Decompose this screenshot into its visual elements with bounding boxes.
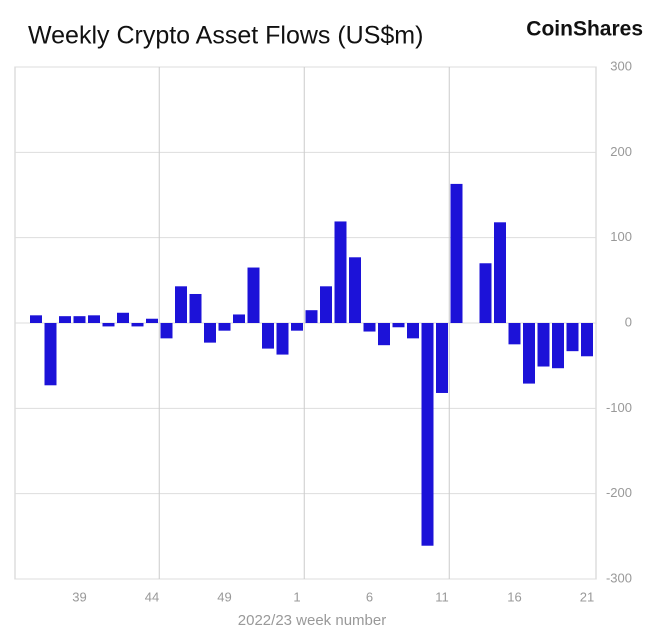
bar — [218, 323, 231, 331]
bar — [44, 323, 57, 386]
bar — [233, 314, 245, 323]
bar — [508, 323, 521, 345]
chart-title: Weekly Crypto Asset Flows (US$m) — [28, 22, 423, 50]
y-tick-label: -100 — [606, 400, 632, 415]
y-tick-label: 100 — [610, 229, 632, 244]
bar — [30, 315, 42, 323]
bar — [421, 323, 434, 546]
bar — [537, 323, 550, 367]
y-tick-label: 0 — [625, 314, 632, 329]
bar — [102, 323, 115, 327]
bar — [581, 323, 593, 357]
y-tick-label: -200 — [606, 485, 632, 500]
x-tick-label: 1 — [293, 589, 300, 604]
bar — [117, 312, 129, 323]
bar — [204, 323, 216, 343]
bar — [291, 323, 303, 331]
x-axis-label: 2022/23 week number — [238, 612, 386, 629]
bar — [363, 323, 376, 332]
bar — [59, 316, 71, 323]
bar — [450, 183, 463, 323]
bar — [73, 316, 86, 323]
bar — [305, 310, 318, 323]
bar — [146, 318, 158, 323]
x-tick-label: 49 — [217, 589, 231, 604]
x-tick-label: 11 — [435, 589, 449, 604]
bar — [392, 323, 405, 328]
bar — [160, 323, 173, 339]
bar — [436, 323, 448, 393]
x-tick-label: 16 — [507, 589, 521, 604]
brand-logo: CoinShares — [526, 18, 643, 41]
bar — [566, 323, 579, 352]
bar — [262, 323, 274, 349]
x-tick-label: 6 — [366, 589, 373, 604]
bar — [131, 323, 144, 327]
bar — [189, 293, 202, 323]
y-tick-label: 300 — [610, 58, 632, 73]
bar — [334, 221, 347, 323]
bar — [175, 286, 187, 323]
x-tick-label: 44 — [145, 589, 159, 604]
bar — [276, 323, 289, 355]
y-tick-label: -300 — [606, 570, 632, 585]
bar — [88, 315, 100, 323]
bar — [494, 222, 506, 323]
bar — [552, 323, 564, 369]
bar — [247, 267, 260, 323]
x-tick-label: 39 — [72, 589, 86, 604]
bar — [479, 263, 492, 323]
bar — [349, 257, 361, 323]
bar — [320, 286, 332, 323]
y-tick-label: 200 — [610, 144, 632, 159]
bar — [378, 323, 390, 346]
bar — [523, 323, 535, 384]
x-tick-label: 21 — [580, 589, 594, 604]
bar — [407, 323, 419, 339]
